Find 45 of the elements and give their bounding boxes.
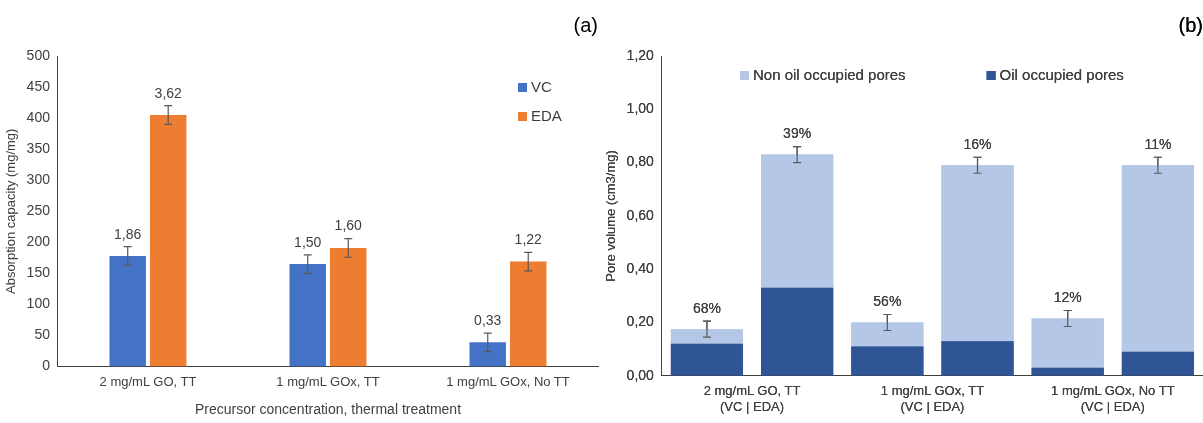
x-tick-label: 1 mg/mL GOx, TT (VC | EDA) [880, 383, 985, 414]
y-tick-label: 100 [26, 295, 51, 312]
legend-label: Oil occupied pores [999, 66, 1124, 84]
y-tick-label: 0,80 [626, 153, 655, 170]
y-axis-title: Pore volume (cm3/mg) [603, 150, 619, 282]
y-tick-label: 50 [34, 326, 51, 343]
annotation: 56% [873, 293, 902, 310]
x-tick-label: 1 mg/mL GOx, No TT [446, 373, 570, 389]
y-tick-label: 450 [26, 77, 51, 94]
y-tick-label: 0,60 [626, 206, 655, 223]
y-tick-label: 250 [26, 202, 51, 219]
annotation: 68% [692, 300, 721, 317]
y-tick-label: 0,40 [626, 260, 655, 277]
annotation: 1,86 [114, 225, 142, 242]
annotation: 1,50 [294, 233, 322, 250]
x-tick-label: 1 mg/mL GOx, TT [276, 373, 380, 389]
y-tick-label: 200 [26, 233, 51, 250]
annotation: 39% [783, 125, 812, 142]
legend-label: EDA [531, 107, 562, 125]
y-tick-label: 150 [26, 264, 51, 281]
y-tick-label: 300 [26, 171, 51, 188]
x-axis-title: Precursor concentration, thermal treatment [194, 401, 462, 418]
annotation: 12% [1053, 289, 1082, 306]
annotation: 1,60 [334, 217, 363, 234]
annotation: 16% [963, 136, 992, 153]
x-tick-label: 1 mg/mL GOx, No TT (VC | EDA) [1051, 383, 1175, 414]
y-tick-label: 400 [26, 108, 51, 125]
annotation: 11% [1144, 136, 1172, 153]
legend-label: VC [531, 78, 552, 96]
y-axis-title: Absorption capacity (mg/mg) [3, 128, 19, 295]
x-tick-label: 2 mg/mL GO, TT [99, 373, 197, 389]
y-tick-label: 0 [42, 357, 51, 374]
chart-title: (b) [1178, 13, 1203, 36]
annotation: 0,33 [474, 311, 502, 328]
y-tick-label: 0,20 [626, 313, 655, 330]
y-tick-label: 1,20 [626, 46, 655, 63]
chart-title: (a) [573, 13, 598, 36]
y-tick-label: 350 [26, 140, 51, 157]
x-tick-label: 2 mg/mL GO, TT (VC | EDA) [703, 383, 801, 414]
legend-label: Non oil occupied pores [753, 66, 906, 84]
y-tick-label: 0,00 [626, 366, 655, 383]
y-tick-label: 1,00 [626, 100, 655, 117]
annotation: 1,22 [514, 231, 543, 248]
y-tick-label: 500 [26, 46, 51, 63]
annotation: 3,62 [154, 84, 183, 101]
